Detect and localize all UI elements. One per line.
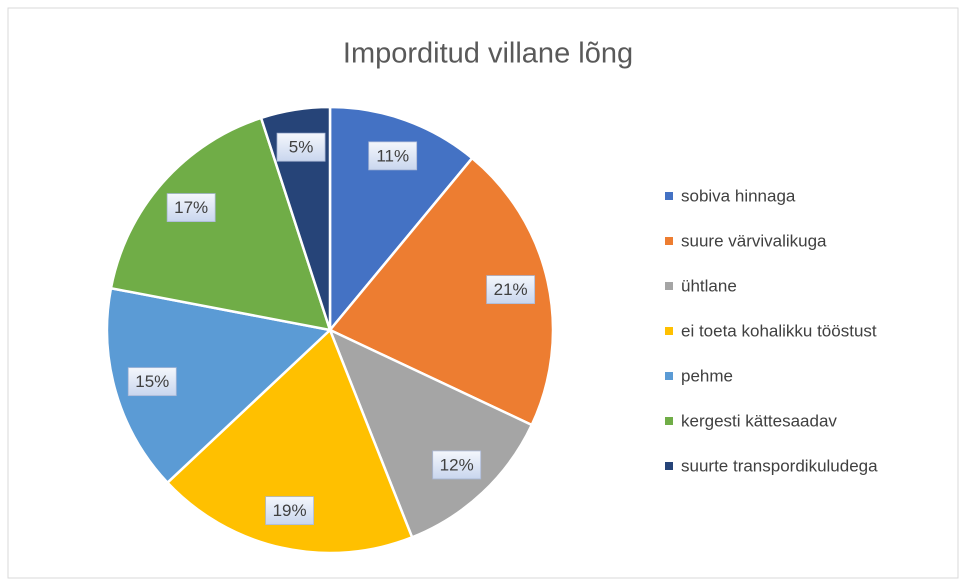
pie-slice — [105, 286, 333, 485]
data-label-box — [486, 275, 536, 305]
legend-marker — [665, 327, 673, 335]
legend-marker — [665, 282, 673, 290]
pie-slice — [328, 156, 555, 427]
data-label: 12% — [440, 455, 474, 474]
legend-label: suure värvivalikuga — [681, 231, 827, 250]
legend-label: sobiva hinnaga — [681, 186, 796, 205]
data-label-box — [432, 450, 482, 480]
data-label: 19% — [273, 501, 307, 520]
data-label-box — [265, 496, 315, 526]
data-label: 17% — [174, 198, 208, 217]
data-label-box — [276, 132, 326, 162]
legend-marker — [665, 417, 673, 425]
legend-marker — [665, 192, 673, 200]
legend-label: ei toeta kohalikku tööstust — [681, 321, 877, 340]
legend-marker — [665, 462, 673, 470]
legend-label: kergesti kättesaadav — [681, 411, 837, 430]
pie-slice — [259, 105, 332, 331]
legend-label: pehme — [681, 366, 733, 385]
legend-label: ühtlane — [681, 276, 737, 295]
data-label: 15% — [135, 372, 169, 391]
data-label-box — [166, 193, 216, 222]
data-label: 21% — [494, 280, 528, 299]
legend-label: suurte transpordikuludega — [681, 456, 878, 475]
data-label-box — [127, 367, 177, 397]
pie-slice — [327, 327, 534, 539]
pie-slice — [109, 116, 332, 332]
chart-title: Imporditud villane lõng — [343, 38, 633, 70]
pie-slice — [165, 327, 414, 555]
legend-marker — [665, 372, 673, 380]
pie-slice — [328, 105, 474, 334]
data-label: 5% — [289, 138, 314, 157]
data-label-box — [368, 141, 418, 171]
legend-marker — [665, 237, 673, 245]
data-label: 11% — [376, 146, 409, 165]
